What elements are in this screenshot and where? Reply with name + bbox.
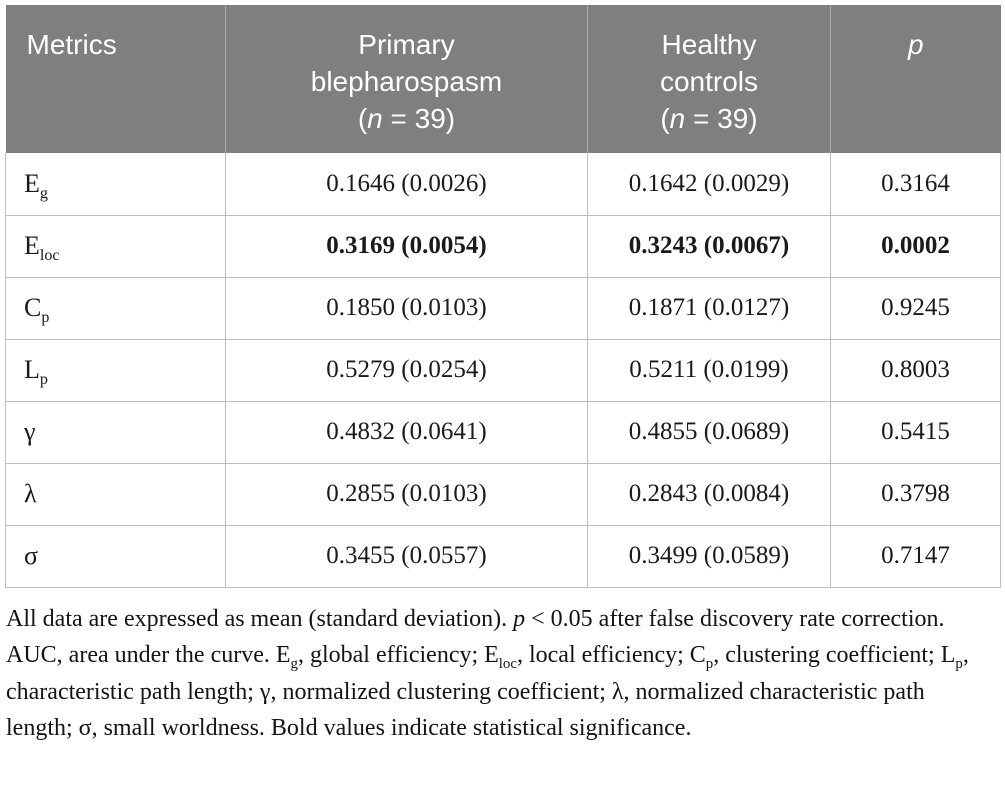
header-row: Metrics Primary blepharospasm (n = 39) Hea… <box>5 5 1001 153</box>
col-header-metrics: Metrics <box>5 5 226 153</box>
metric-label: Eg <box>5 153 226 216</box>
p-value: 0.3798 <box>830 462 1001 526</box>
metric-label: Eloc <box>5 214 226 278</box>
p-value: 0.9245 <box>830 276 1001 340</box>
p-value: 0.3164 <box>830 153 1001 216</box>
metric-label: σ <box>5 524 226 588</box>
primary-value: 0.4832 (0.0641) <box>225 400 588 464</box>
primary-value: 0.1646 (0.0026) <box>225 153 588 216</box>
footnote: All data are expressed as mean (standard… <box>6 605 969 742</box>
healthy-value: 0.5211 (0.0199) <box>587 338 831 402</box>
metric-label: γ <box>5 400 226 464</box>
col-header-p: p <box>830 5 1001 153</box>
primary-value: 0.3455 (0.0557) <box>225 524 588 588</box>
p-value: 0.8003 <box>830 338 1001 402</box>
healthy-value: 0.4855 (0.0689) <box>587 400 831 464</box>
healthy-value: 0.3243 (0.0067) <box>587 214 831 278</box>
table-row-sigma: σ 0.3455 (0.0557) 0.3499 (0.0589) 0.7147 <box>5 524 1001 588</box>
table-row-eloc: Eloc 0.3169 (0.0054) 0.3243 (0.0067) 0.0… <box>5 214 1001 278</box>
p-value: 0.7147 <box>830 524 1001 588</box>
primary-value: 0.2855 (0.0103) <box>225 462 588 526</box>
col-header-primary-blepharospasm: Primary blepharospasm (n = 39) <box>225 5 588 153</box>
healthy-value: 0.1642 (0.0029) <box>587 153 831 216</box>
healthy-value: 0.3499 (0.0589) <box>587 524 831 588</box>
table-row-cp: Cp 0.1850 (0.0103) 0.1871 (0.0127) 0.924… <box>5 276 1001 340</box>
metric-label: λ <box>5 462 226 526</box>
healthy-value: 0.1871 (0.0127) <box>587 276 831 340</box>
table-row-gamma: γ 0.4832 (0.0641) 0.4855 (0.0689) 0.5415 <box>5 400 1001 464</box>
table-row-lambda: λ 0.2855 (0.0103) 0.2843 (0.0084) 0.3798 <box>5 462 1001 526</box>
metric-label: Cp <box>5 276 226 340</box>
primary-value: 0.5279 (0.0254) <box>225 338 588 402</box>
p-value: 0.5415 <box>830 400 1001 464</box>
col-header-healthy-controls: Healthy controls (n = 39) <box>587 5 831 153</box>
primary-value: 0.1850 (0.0103) <box>225 276 588 340</box>
metrics-table: Metrics Primary blepharospasm (n = 39) Hea… <box>5 5 1001 588</box>
p-value: 0.0002 <box>830 214 1001 278</box>
primary-value: 0.3169 (0.0054) <box>225 214 588 278</box>
table-row-eg: Eg 0.1646 (0.0026) 0.1642 (0.0029) 0.316… <box>5 153 1001 216</box>
table-row-lp: Lp 0.5279 (0.0254) 0.5211 (0.0199) 0.800… <box>5 338 1001 402</box>
metric-label: Lp <box>5 338 226 402</box>
healthy-value: 0.2843 (0.0084) <box>587 462 831 526</box>
